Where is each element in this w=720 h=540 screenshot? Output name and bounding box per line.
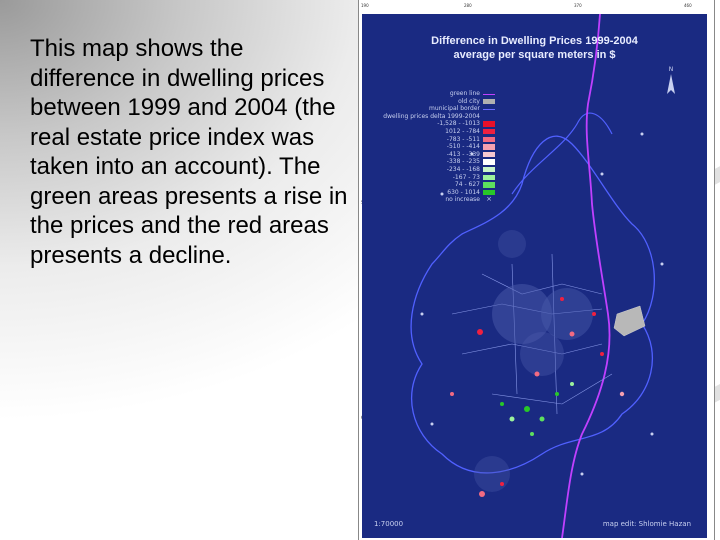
- green-line: [561, 14, 611, 538]
- legend-label: -783 - -511: [446, 135, 480, 143]
- map-author: map edit: Shlomie Hazan: [602, 520, 691, 528]
- slide-description: This map shows the difference in dwellin…: [30, 35, 348, 269]
- legend-item: 630 - 1014: [362, 189, 502, 197]
- frame-tick-label: 190: [361, 3, 369, 8]
- legend-label: no increase: [445, 196, 480, 204]
- old-city: [613, 305, 646, 337]
- legend-swatch: [483, 166, 495, 173]
- legend-swatch: [483, 106, 495, 111]
- frame-tick-label: 280: [464, 3, 472, 8]
- legend-swatch: [483, 151, 495, 158]
- scattered-settlements: [420, 132, 664, 476]
- legend-label: 630 - 1014: [447, 188, 480, 196]
- legend-item: -510 - -414: [362, 143, 502, 151]
- legend-item: -338 - -235: [362, 158, 502, 166]
- frame-tick-label: 460: [684, 3, 692, 8]
- legend-label: -510 - -414: [446, 143, 480, 151]
- price-rise-areas: [500, 382, 574, 436]
- urban-areas: [474, 230, 593, 492]
- legend-label: 74 - 627: [454, 181, 480, 189]
- map-title-line1: Difference in Dwelling Prices 1999-2004: [431, 35, 638, 47]
- legend-item: green line: [362, 90, 502, 98]
- legend-swatch: [483, 159, 495, 165]
- legend-item: old city: [362, 98, 502, 106]
- legend-label: green line: [449, 90, 480, 97]
- legend-item: 1012 - -784: [362, 128, 502, 136]
- legend-label: -1,528 - -1013: [437, 120, 480, 128]
- legend-swatch: [483, 144, 495, 150]
- legend-item: municipal border: [362, 105, 502, 113]
- legend-swatch: [483, 174, 495, 181]
- legend-item: -234 - -168: [362, 166, 502, 174]
- legend-item: -167 - 73: [362, 174, 502, 182]
- legend-swatch: [483, 121, 495, 127]
- price-decline-areas: [450, 297, 625, 497]
- map-legend: green line old city municipal border dwelli…: [362, 90, 502, 204]
- map-canvas: [410, 14, 664, 538]
- frame-tick-label: 370: [574, 3, 582, 8]
- legend-label: old city: [458, 97, 480, 105]
- map-title-line2: average per square meters in $: [453, 49, 616, 61]
- legend-label: -234 - -168: [446, 165, 480, 173]
- legend-swatch: [483, 189, 495, 196]
- municipal-border: [511, 112, 613, 195]
- legend-item: 74 - 627: [362, 181, 502, 189]
- legend-swatch: [483, 182, 495, 188]
- legend-item: dwelling prices delta 1999-2004: [362, 113, 502, 121]
- dwelling-price-map: Difference in Dwelling Prices 1999-2004 …: [362, 14, 707, 538]
- legend-swatch: [483, 98, 495, 105]
- legend-item: -783 - -511: [362, 136, 502, 144]
- map-title: Difference in Dwelling Prices 1999-2004 …: [362, 34, 707, 62]
- legend-label: -338 - -235: [446, 158, 480, 166]
- legend-label: -413 - -339: [446, 150, 480, 158]
- legend-swatch: ×: [486, 195, 492, 204]
- municipal-border: [410, 135, 655, 474]
- legend-swatch: [483, 128, 495, 135]
- legend-label: municipal border: [429, 105, 480, 113]
- legend-item: no increase ×: [362, 196, 502, 204]
- legend-swatch: [483, 136, 495, 143]
- legend-label: -167 - 73: [452, 173, 480, 181]
- legend-item: -1,528 - -1013: [362, 120, 502, 128]
- svg-text:N: N: [669, 66, 674, 73]
- map-scale: 1:70000: [374, 520, 404, 528]
- north-arrow-icon: N: [667, 66, 675, 94]
- legend-label: dwelling prices delta 1999-2004: [383, 112, 480, 120]
- legend-item: -413 - -339: [362, 151, 502, 159]
- legend-swatch: [483, 91, 495, 95]
- legend-label: 1012 - -784: [445, 127, 480, 135]
